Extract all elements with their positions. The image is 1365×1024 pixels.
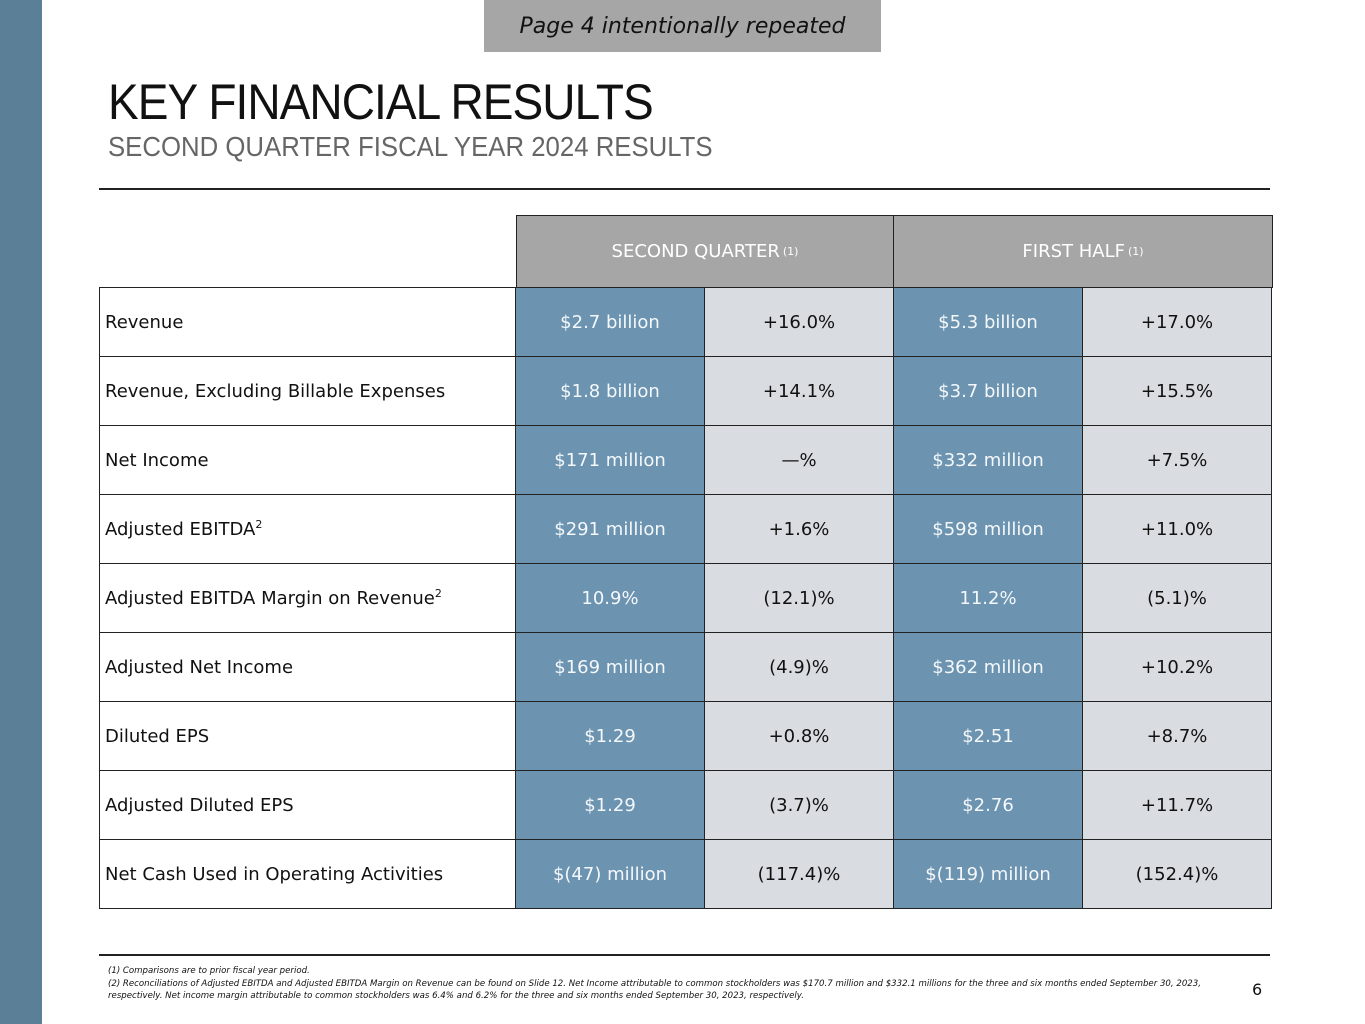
half-change: +7.5% [1082, 425, 1272, 495]
table-row: Net Income $171 million —% $332 million … [99, 425, 1272, 495]
quarter-change: +14.1% [704, 356, 894, 426]
second-quarter-header-label: SECOND QUARTER [611, 241, 780, 262]
footnote-1: (1) Comparisons are to prior fiscal year… [108, 966, 310, 976]
row-label: Net Income [99, 425, 516, 495]
repeated-page-banner: Page 4 intentionally repeated [484, 0, 881, 52]
row-label: Adjusted EBITDA Margin on Revenue2 [99, 563, 516, 633]
quarter-change: (3.7)% [704, 770, 894, 840]
half-change: +11.7% [1082, 770, 1272, 840]
quarter-value: $2.7 billion [515, 287, 705, 357]
quarter-value: $1.8 billion [515, 356, 705, 426]
quarter-change: +1.6% [704, 494, 894, 564]
table-row: Adjusted Net Income $169 million (4.9)% … [99, 632, 1272, 702]
table-row: Revenue, Excluding Billable Expenses $1.… [99, 356, 1272, 426]
half-value: $(119) million [893, 839, 1083, 909]
second-quarter-note-ref: (1) [782, 245, 799, 258]
table-row: Net Cash Used in Operating Activities $(… [99, 839, 1272, 909]
first-half-header: FIRST HALF (1) [893, 215, 1273, 288]
half-change: (5.1)% [1082, 563, 1272, 633]
half-change: (152.4)% [1082, 839, 1272, 909]
footnote-2: (2) Reconciliations of Adjusted EBITDA a… [108, 978, 1201, 1002]
financial-results-table: Revenue $2.7 billion +16.0% $5.3 billion… [99, 287, 1272, 909]
page-number: 6 [1252, 980, 1263, 999]
first-half-note-ref: (1) [1127, 245, 1144, 258]
quarter-change: +16.0% [704, 287, 894, 357]
quarter-change: —% [704, 425, 894, 495]
quarter-value: $171 million [515, 425, 705, 495]
side-accent-bar [0, 0, 42, 1024]
row-label: Diluted EPS [99, 701, 516, 771]
half-value: $332 million [893, 425, 1083, 495]
table-row: Adjusted EBITDA2 $291 million +1.6% $598… [99, 494, 1272, 564]
bottom-divider [99, 954, 1270, 956]
quarter-value: $291 million [515, 494, 705, 564]
second-quarter-header: SECOND QUARTER (1) [516, 215, 894, 288]
quarter-value: $(47) million [515, 839, 705, 909]
row-label: Adjusted Diluted EPS [99, 770, 516, 840]
half-change: +17.0% [1082, 287, 1272, 357]
row-label: Net Cash Used in Operating Activities [99, 839, 516, 909]
page-title: KEY FINANCIAL RESULTS [108, 74, 654, 130]
half-value: $2.76 [893, 770, 1083, 840]
quarter-change: +0.8% [704, 701, 894, 771]
page-subtitle: SECOND QUARTER FISCAL YEAR 2024 RESULTS [108, 131, 713, 162]
quarter-value: 10.9% [515, 563, 705, 633]
quarter-change: (117.4)% [704, 839, 894, 909]
half-change: +10.2% [1082, 632, 1272, 702]
row-label: Revenue, Excluding Billable Expenses [99, 356, 516, 426]
top-divider [99, 188, 1270, 190]
half-value: $5.3 billion [893, 287, 1083, 357]
half-value: $598 million [893, 494, 1083, 564]
table-row: Diluted EPS $1.29 +0.8% $2.51 +8.7% [99, 701, 1272, 771]
row-label: Revenue [99, 287, 516, 357]
footnotes: (1) Comparisons are to prior fiscal year… [108, 965, 1218, 1003]
first-half-header-label: FIRST HALF [1022, 241, 1125, 262]
quarter-value: $1.29 [515, 770, 705, 840]
half-value: $2.51 [893, 701, 1083, 771]
table-row: Adjusted Diluted EPS $1.29 (3.7)% $2.76 … [99, 770, 1272, 840]
half-value: 11.2% [893, 563, 1083, 633]
row-label: Adjusted Net Income [99, 632, 516, 702]
half-value: $362 million [893, 632, 1083, 702]
row-label: Adjusted EBITDA2 [99, 494, 516, 564]
half-change: +8.7% [1082, 701, 1272, 771]
half-change: +15.5% [1082, 356, 1272, 426]
quarter-value: $1.29 [515, 701, 705, 771]
quarter-value: $169 million [515, 632, 705, 702]
half-value: $3.7 billion [893, 356, 1083, 426]
table-row: Revenue $2.7 billion +16.0% $5.3 billion… [99, 287, 1272, 357]
quarter-change: (12.1)% [704, 563, 894, 633]
table-row: Adjusted EBITDA Margin on Revenue2 10.9%… [99, 563, 1272, 633]
half-change: +11.0% [1082, 494, 1272, 564]
quarter-change: (4.9)% [704, 632, 894, 702]
